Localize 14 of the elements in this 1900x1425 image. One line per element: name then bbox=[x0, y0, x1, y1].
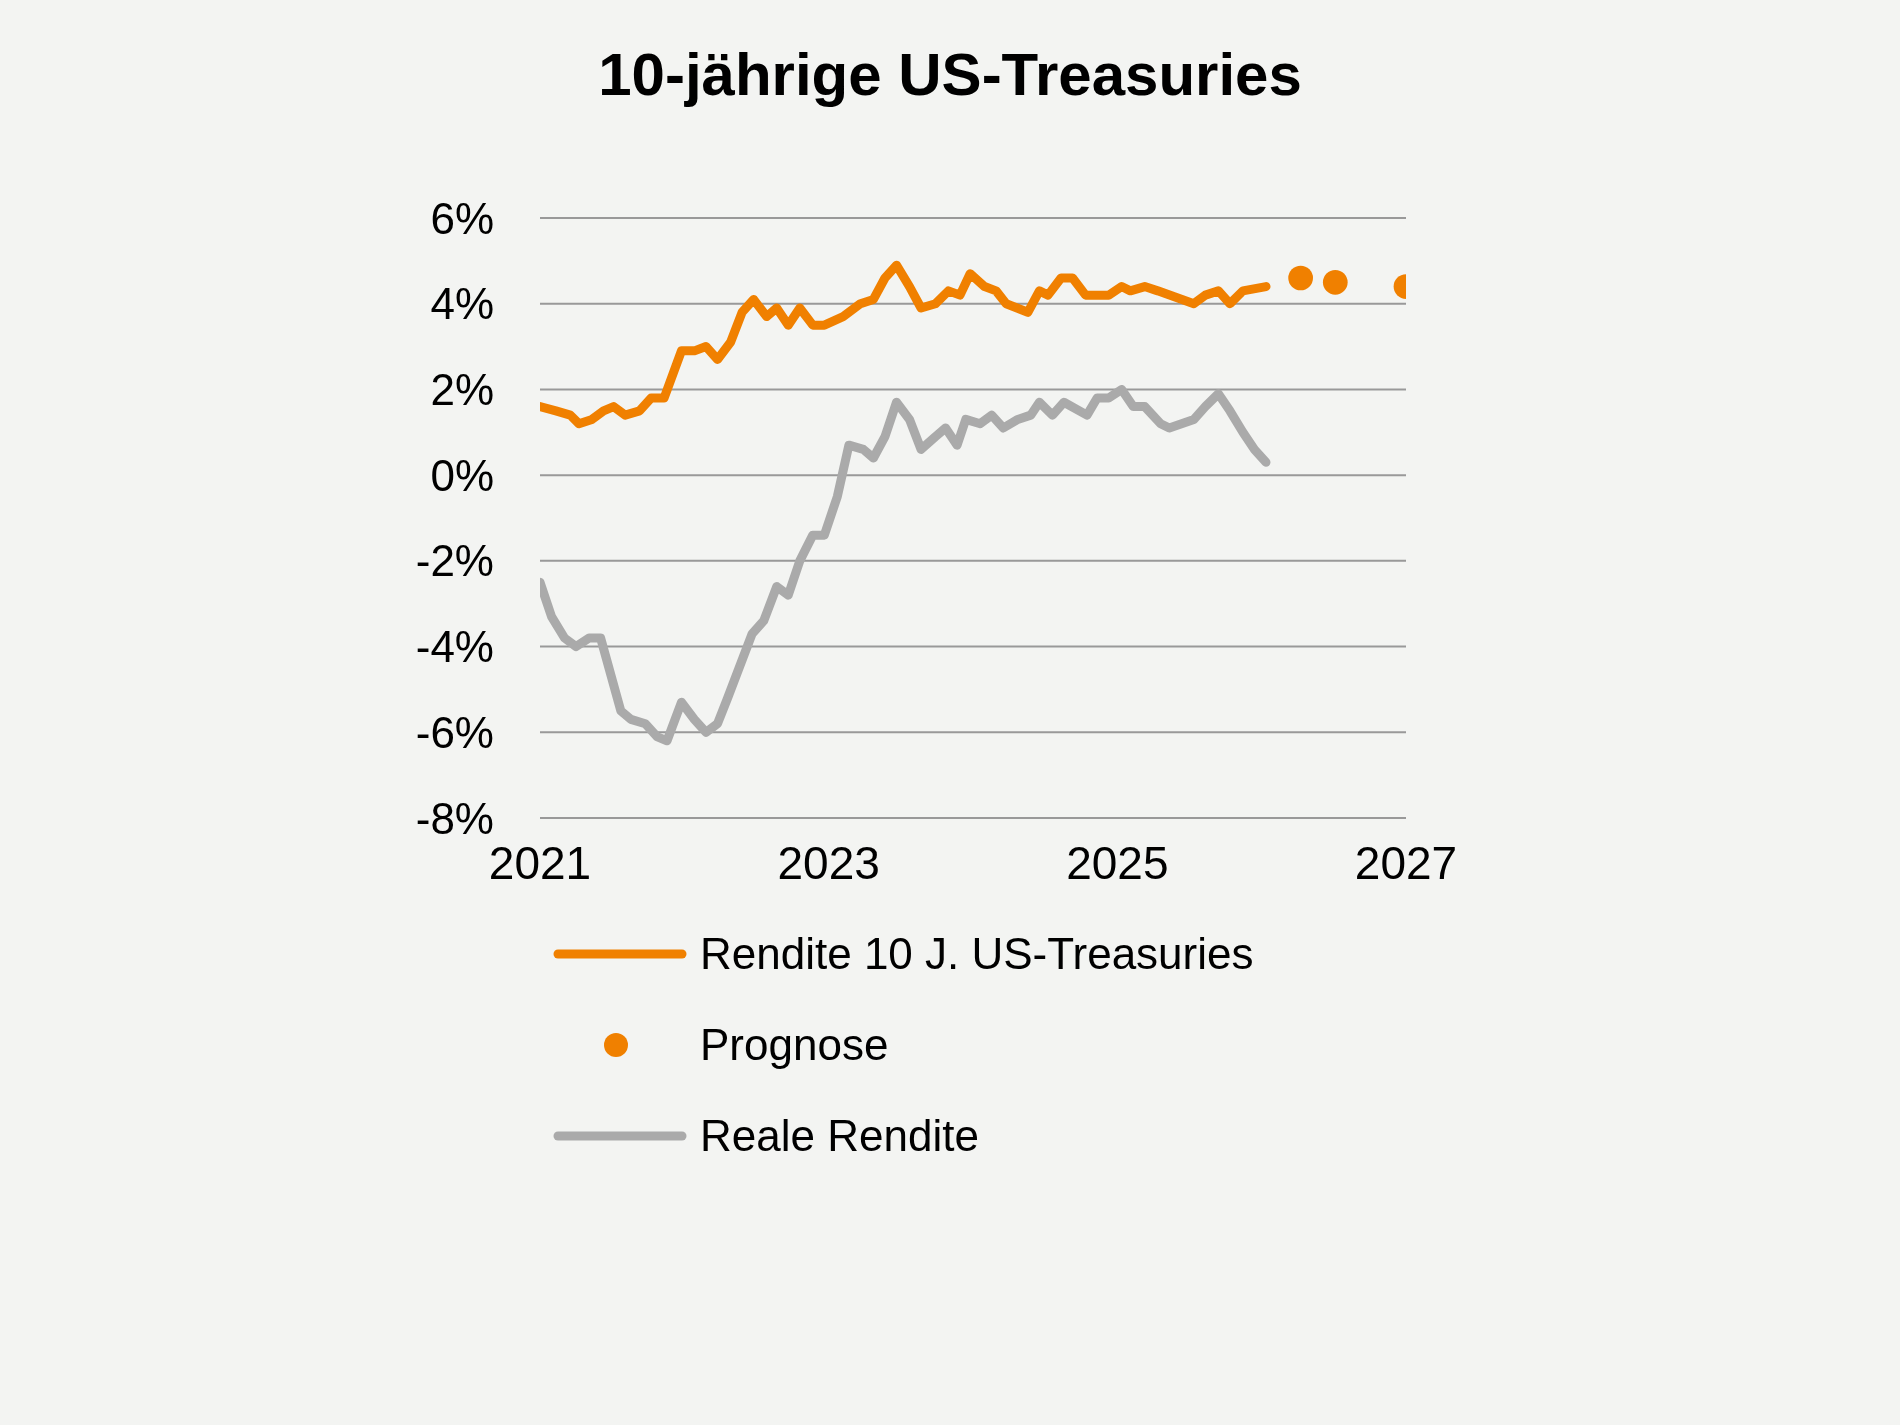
x-tick-label: 2027 bbox=[1354, 836, 1458, 889]
x-tick-label: 2023 bbox=[777, 836, 880, 889]
x-tick-label: 2025 bbox=[1066, 836, 1169, 889]
y-tick-label: -2% bbox=[415, 536, 494, 586]
y-tick-label: 4% bbox=[430, 279, 494, 329]
legend-label: Rendite 10 J. US-Treasuries bbox=[700, 928, 1254, 979]
legend-label: Prognose bbox=[700, 1019, 889, 1070]
legend-label: Reale Rendite bbox=[700, 1110, 979, 1161]
y-tick-label: 0% bbox=[430, 450, 494, 500]
chart-title: 10-jährige US-Treasuries bbox=[597, 40, 1303, 109]
y-tick-label: -4% bbox=[415, 622, 494, 672]
y-tick-label: 2% bbox=[430, 365, 494, 415]
y-tick-label: 6% bbox=[430, 193, 494, 243]
y-tick-label: -6% bbox=[415, 707, 494, 757]
